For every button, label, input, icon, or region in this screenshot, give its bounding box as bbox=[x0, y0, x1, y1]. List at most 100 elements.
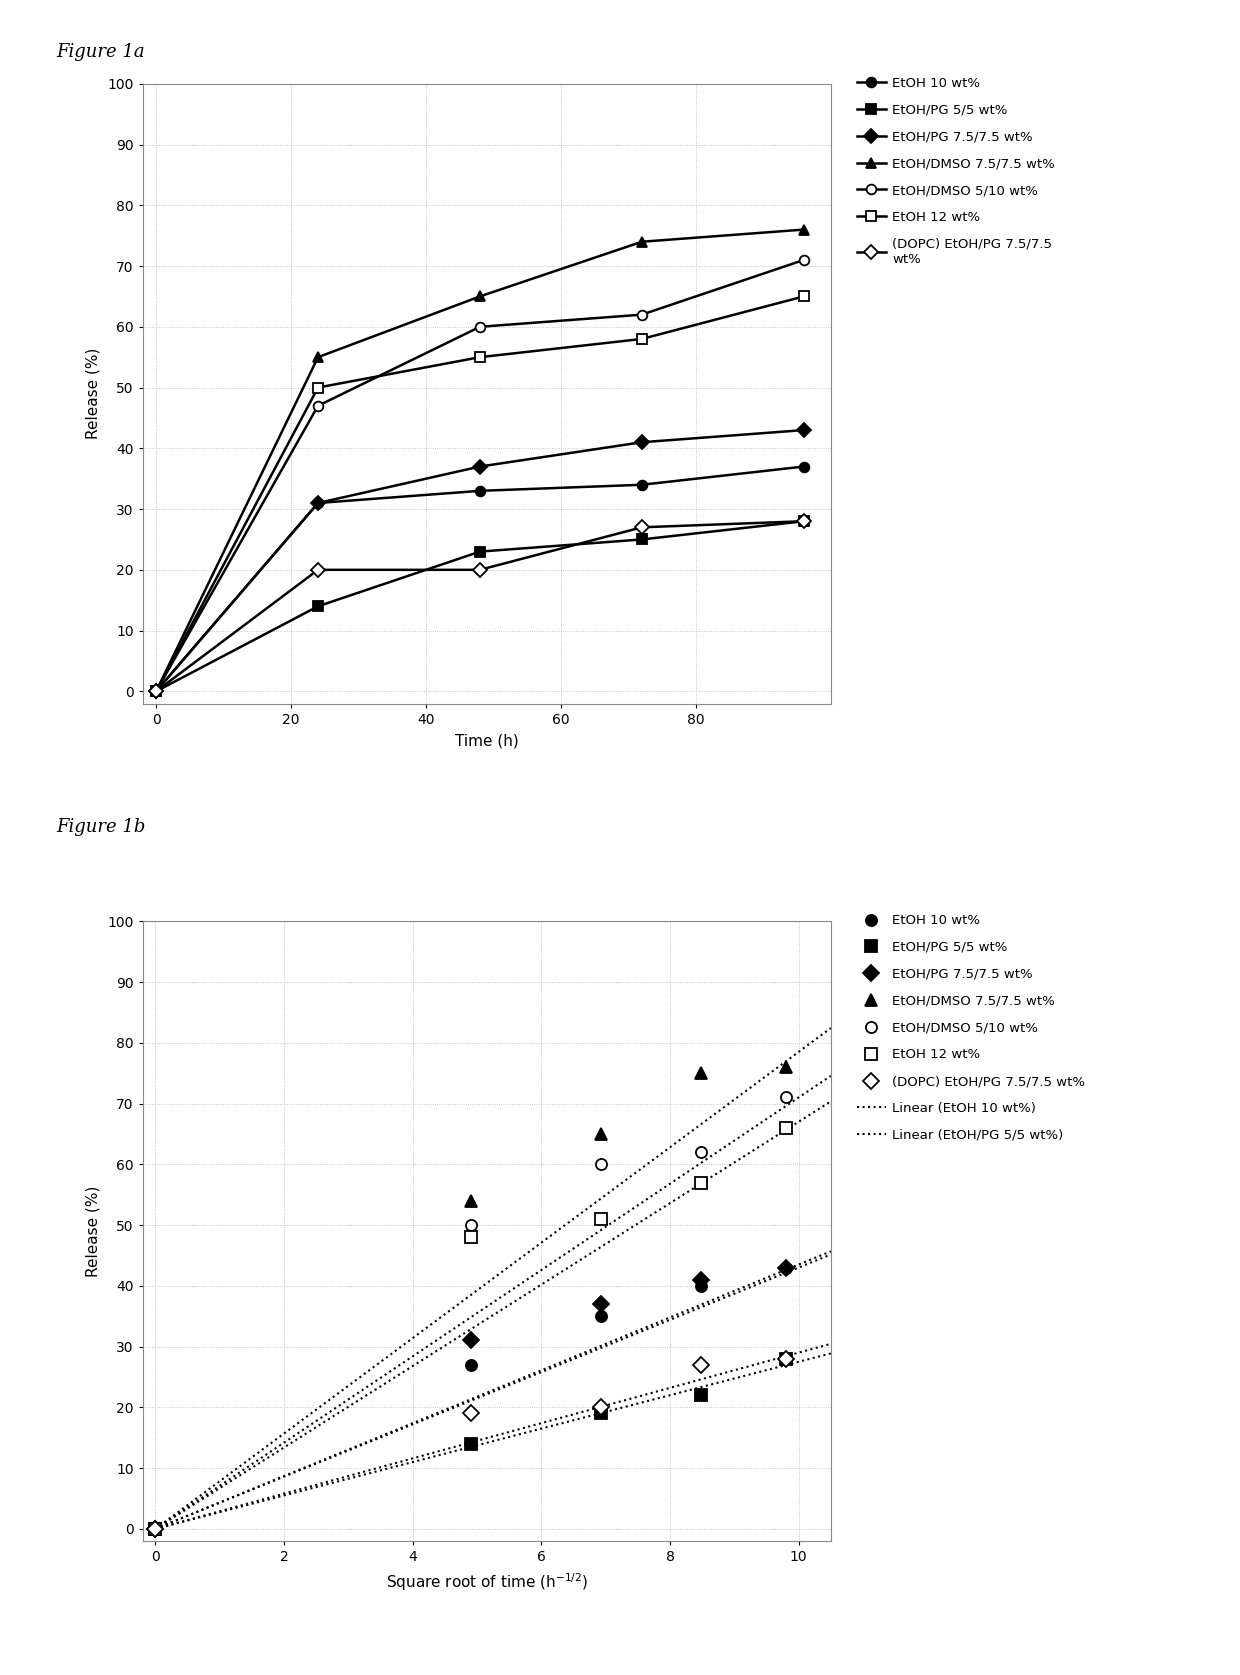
X-axis label: Time (h): Time (h) bbox=[455, 734, 518, 749]
Line: EtOH/DMSO 7.5/7.5 wt%: EtOH/DMSO 7.5/7.5 wt% bbox=[151, 224, 808, 697]
Line: Linear (EtOH/PG 5/5 wt%): Linear (EtOH/PG 5/5 wt%) bbox=[155, 1353, 831, 1529]
EtOH/DMSO 5/10 wt% bbox=[310, 395, 325, 415]
EtOH/DMSO 5/10 wt% bbox=[693, 1142, 708, 1162]
Linear (EtOH 10 wt%) bbox=[717, 1285, 732, 1305]
Linear (EtOH/PG 5/5 wt%) bbox=[551, 1414, 565, 1434]
EtOH/PG 5/5 wt% bbox=[594, 1404, 609, 1424]
EtOH/DMSO 7.5/7.5 wt% bbox=[463, 1191, 477, 1211]
EtOH/DMSO 7.5/7.5 wt% bbox=[594, 1124, 609, 1144]
Linear (EtOH 10 wt%) bbox=[823, 1241, 838, 1261]
EtOH 12 wt% bbox=[472, 347, 487, 367]
EtOH/PG 7.5/7.5 wt% bbox=[463, 1330, 477, 1350]
EtOH 10 wt% bbox=[594, 1306, 609, 1327]
EtOH 12 wt% bbox=[796, 286, 811, 307]
(DOPC) EtOH/PG 7.5/7.5
wt% bbox=[472, 559, 487, 580]
Linear (EtOH/PG 5/5 wt%) bbox=[150, 1518, 165, 1538]
Linear (EtOH 10 wt%) bbox=[562, 1348, 577, 1368]
EtOH 10 wt% bbox=[472, 481, 487, 501]
Line: EtOH 10 wt%: EtOH 10 wt% bbox=[151, 462, 808, 697]
Line: Linear (EtOH 10 wt%): Linear (EtOH 10 wt%) bbox=[155, 1251, 831, 1529]
Line: EtOH/PG 5/5 wt%: EtOH/PG 5/5 wt% bbox=[151, 516, 808, 697]
EtOH/PG 5/5 wt% bbox=[310, 596, 325, 616]
EtOH/DMSO 5/10 wt% bbox=[149, 682, 164, 702]
EtOH/DMSO 5/10 wt% bbox=[148, 1519, 162, 1539]
EtOH/PG 5/5 wt% bbox=[693, 1385, 708, 1405]
EtOH 12 wt% bbox=[693, 1172, 708, 1193]
EtOH/DMSO 7.5/7.5 wt% bbox=[148, 1519, 162, 1539]
EtOH 10 wt% bbox=[796, 457, 811, 477]
EtOH/DMSO 5/10 wt% bbox=[796, 250, 811, 270]
X-axis label: Square root of time (h$^{-1/2}$): Square root of time (h$^{-1/2}$) bbox=[386, 1571, 588, 1593]
EtOH/PG 5/5 wt% bbox=[149, 682, 164, 702]
Linear (EtOH 10 wt%) bbox=[148, 1519, 162, 1539]
Linear (EtOH 10 wt%) bbox=[551, 1353, 565, 1374]
EtOH/PG 5/5 wt% bbox=[779, 1348, 794, 1368]
EtOH/PG 5/5 wt% bbox=[796, 511, 811, 531]
EtOH 10 wt% bbox=[779, 1258, 794, 1278]
EtOH 10 wt% bbox=[693, 1276, 708, 1296]
EtOH 12 wt% bbox=[148, 1519, 162, 1539]
Linear (EtOH 10 wt%) bbox=[150, 1518, 165, 1538]
Line: (DOPC) EtOH/PG 7.5/7.5 wt%: (DOPC) EtOH/PG 7.5/7.5 wt% bbox=[150, 1353, 791, 1534]
Legend: EtOH 10 wt%, EtOH/PG 5/5 wt%, EtOH/PG 7.5/7.5 wt%, EtOH/DMSO 7.5/7.5 wt%, EtOH/D: EtOH 10 wt%, EtOH/PG 5/5 wt%, EtOH/PG 7.… bbox=[852, 910, 1091, 1147]
EtOH/PG 7.5/7.5 wt% bbox=[635, 432, 650, 452]
EtOH/DMSO 7.5/7.5 wt% bbox=[472, 286, 487, 307]
Line: EtOH/DMSO 5/10 wt%: EtOH/DMSO 5/10 wt% bbox=[150, 1092, 791, 1534]
Line: EtOH 12 wt%: EtOH 12 wt% bbox=[151, 291, 808, 697]
EtOH/PG 7.5/7.5 wt% bbox=[594, 1295, 609, 1315]
EtOH 12 wt% bbox=[149, 682, 164, 702]
EtOH/PG 5/5 wt% bbox=[472, 541, 487, 561]
EtOH/DMSO 7.5/7.5 wt% bbox=[149, 682, 164, 702]
EtOH/DMSO 5/10 wt% bbox=[594, 1154, 609, 1174]
(DOPC) EtOH/PG 7.5/7.5 wt% bbox=[148, 1519, 162, 1539]
EtOH 10 wt% bbox=[635, 474, 650, 494]
(DOPC) EtOH/PG 7.5/7.5 wt% bbox=[693, 1355, 708, 1375]
EtOH/PG 7.5/7.5 wt% bbox=[149, 682, 164, 702]
Y-axis label: Release (%): Release (%) bbox=[86, 348, 100, 439]
EtOH/PG 7.5/7.5 wt% bbox=[693, 1270, 708, 1290]
(DOPC) EtOH/PG 7.5/7.5
wt% bbox=[149, 682, 164, 702]
Linear (EtOH 10 wt%) bbox=[548, 1355, 563, 1375]
EtOH/PG 5/5 wt% bbox=[635, 529, 650, 549]
Line: EtOH 12 wt%: EtOH 12 wt% bbox=[150, 1122, 791, 1534]
EtOH/DMSO 7.5/7.5 wt% bbox=[779, 1057, 794, 1077]
EtOH/DMSO 5/10 wt% bbox=[463, 1214, 477, 1234]
EtOH 10 wt% bbox=[463, 1355, 477, 1375]
EtOH/DMSO 7.5/7.5 wt% bbox=[796, 219, 811, 240]
EtOH 12 wt% bbox=[463, 1228, 477, 1248]
EtOH/PG 7.5/7.5 wt% bbox=[779, 1258, 794, 1278]
Line: EtOH/PG 7.5/7.5 wt%: EtOH/PG 7.5/7.5 wt% bbox=[151, 425, 808, 697]
EtOH/PG 7.5/7.5 wt% bbox=[148, 1519, 162, 1539]
Legend: EtOH 10 wt%, EtOH/PG 5/5 wt%, EtOH/PG 7.5/7.5 wt%, EtOH/DMSO 7.5/7.5 wt%, EtOH/D: EtOH 10 wt%, EtOH/PG 5/5 wt%, EtOH/PG 7.… bbox=[852, 72, 1060, 271]
EtOH 12 wt% bbox=[594, 1209, 609, 1229]
(DOPC) EtOH/PG 7.5/7.5
wt% bbox=[796, 511, 811, 531]
EtOH/DMSO 5/10 wt% bbox=[635, 305, 650, 325]
(DOPC) EtOH/PG 7.5/7.5 wt% bbox=[463, 1404, 477, 1424]
(DOPC) EtOH/PG 7.5/7.5 wt% bbox=[594, 1397, 609, 1417]
EtOH 12 wt% bbox=[635, 328, 650, 348]
Linear (EtOH/PG 5/5 wt%) bbox=[760, 1360, 775, 1380]
EtOH/PG 7.5/7.5 wt% bbox=[310, 492, 325, 513]
EtOH/PG 5/5 wt% bbox=[148, 1519, 162, 1539]
EtOH/PG 7.5/7.5 wt% bbox=[796, 420, 811, 441]
EtOH/DMSO 5/10 wt% bbox=[779, 1087, 794, 1107]
Linear (EtOH/PG 5/5 wt%) bbox=[562, 1412, 577, 1432]
Linear (EtOH 10 wt%) bbox=[760, 1268, 775, 1288]
EtOH/DMSO 7.5/7.5 wt% bbox=[310, 347, 325, 367]
(DOPC) EtOH/PG 7.5/7.5
wt% bbox=[310, 559, 325, 580]
EtOH 10 wt% bbox=[310, 492, 325, 513]
Linear (EtOH/PG 5/5 wt%) bbox=[548, 1415, 563, 1435]
EtOH/PG 5/5 wt% bbox=[463, 1434, 477, 1454]
Line: EtOH/PG 7.5/7.5 wt%: EtOH/PG 7.5/7.5 wt% bbox=[150, 1261, 791, 1534]
Line: EtOH 10 wt%: EtOH 10 wt% bbox=[150, 1261, 791, 1534]
EtOH 10 wt% bbox=[149, 682, 164, 702]
Line: EtOH/DMSO 7.5/7.5 wt%: EtOH/DMSO 7.5/7.5 wt% bbox=[150, 1062, 791, 1534]
Y-axis label: Release (%): Release (%) bbox=[86, 1186, 100, 1276]
Line: EtOH/PG 5/5 wt%: EtOH/PG 5/5 wt% bbox=[150, 1353, 791, 1534]
(DOPC) EtOH/PG 7.5/7.5
wt% bbox=[635, 518, 650, 538]
(DOPC) EtOH/PG 7.5/7.5 wt% bbox=[779, 1348, 794, 1368]
Text: Figure 1a: Figure 1a bbox=[56, 44, 144, 60]
Linear (EtOH/PG 5/5 wt%) bbox=[717, 1370, 732, 1390]
EtOH/PG 7.5/7.5 wt% bbox=[472, 457, 487, 477]
EtOH/DMSO 5/10 wt% bbox=[472, 317, 487, 337]
